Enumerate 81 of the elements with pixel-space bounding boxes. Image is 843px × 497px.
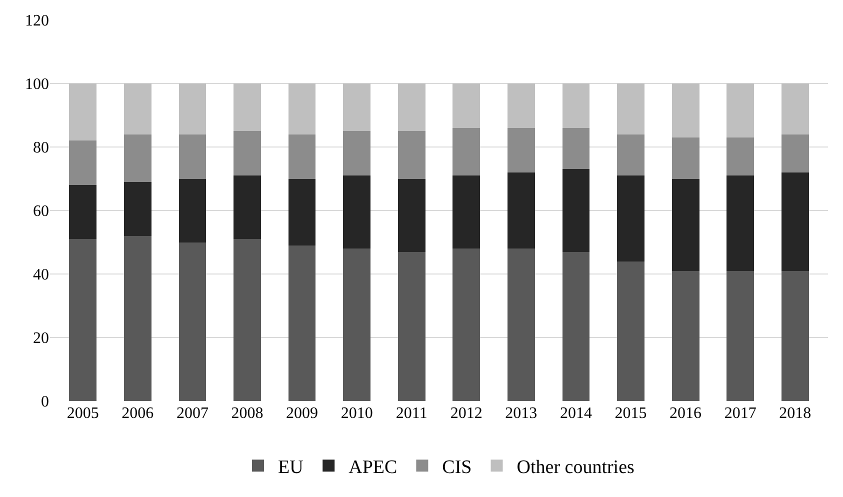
x-tick-label: 2014 (560, 405, 592, 422)
x-tick-label: 2015 (614, 405, 647, 422)
bar (452, 128, 480, 176)
bar (178, 134, 206, 179)
x-tick-label: 2012 (450, 405, 482, 422)
bar (507, 128, 535, 172)
bar (288, 245, 316, 401)
x-tick-label: 2011 (396, 405, 428, 422)
x-tick-label: 2010 (340, 405, 373, 422)
bar (288, 178, 316, 246)
bar (288, 134, 316, 179)
bar (234, 239, 261, 401)
bar (452, 84, 480, 128)
x-tick-label: 2006 (122, 405, 154, 422)
bar (781, 84, 809, 134)
bar (398, 252, 426, 401)
bar (452, 176, 480, 249)
bar (124, 134, 152, 182)
x-tick-label: 2005 (66, 405, 99, 422)
bar (562, 252, 590, 401)
bar (343, 176, 371, 249)
bar (562, 128, 590, 170)
bar (124, 182, 152, 236)
x-tick-label: 2016 (670, 405, 702, 422)
bar (398, 84, 426, 132)
bar (69, 84, 97, 141)
bar (562, 84, 590, 128)
bar (726, 84, 754, 138)
bar (178, 242, 206, 401)
legend-label: Other countries (516, 456, 634, 478)
bar (672, 178, 700, 271)
bar (69, 239, 97, 401)
y-tick-label: 40 (33, 266, 49, 284)
bar (398, 131, 426, 179)
bar (726, 176, 754, 271)
bar (672, 137, 700, 179)
bar (288, 84, 316, 134)
bar (672, 270, 700, 401)
bar (507, 84, 535, 128)
bar (178, 178, 206, 242)
bar (124, 236, 152, 401)
x-tick-label: 2013 (505, 405, 538, 422)
bar (124, 84, 152, 134)
y-tick-label: 0 (41, 394, 49, 411)
legend-label: APEC (348, 456, 398, 478)
legend-label: EU (278, 456, 304, 478)
bar (617, 176, 644, 262)
x-tick-label: 2018 (779, 405, 812, 422)
bar (781, 134, 809, 172)
y-tick-label: 120 (25, 12, 49, 30)
y-tick-label: 100 (25, 76, 49, 94)
bar (343, 248, 371, 401)
bar (398, 178, 426, 252)
y-tick-label: 80 (33, 140, 49, 157)
y-tick-label: 20 (33, 330, 49, 348)
bar (234, 84, 261, 132)
bar (672, 84, 700, 138)
bar (507, 248, 535, 401)
bar (781, 172, 809, 271)
bar (343, 131, 371, 176)
y-tick-label: 60 (33, 203, 49, 220)
x-tick-label: 2007 (176, 405, 208, 422)
bar (178, 84, 206, 134)
legend-label: CIS (442, 456, 472, 478)
bar (617, 134, 644, 176)
bar (781, 270, 809, 401)
bar (69, 185, 97, 240)
bar (69, 140, 97, 186)
bar (617, 84, 644, 134)
bar (617, 261, 644, 401)
bar (452, 248, 480, 401)
x-tick-label: 2008 (231, 405, 264, 422)
bar (726, 270, 754, 401)
x-tick-label: 2009 (286, 405, 318, 422)
x-tick-label: 2017 (724, 405, 756, 422)
bar (234, 176, 261, 240)
bar (343, 84, 371, 132)
bar (726, 137, 754, 176)
bar (234, 131, 261, 176)
bar (507, 172, 535, 249)
bar (562, 169, 590, 252)
